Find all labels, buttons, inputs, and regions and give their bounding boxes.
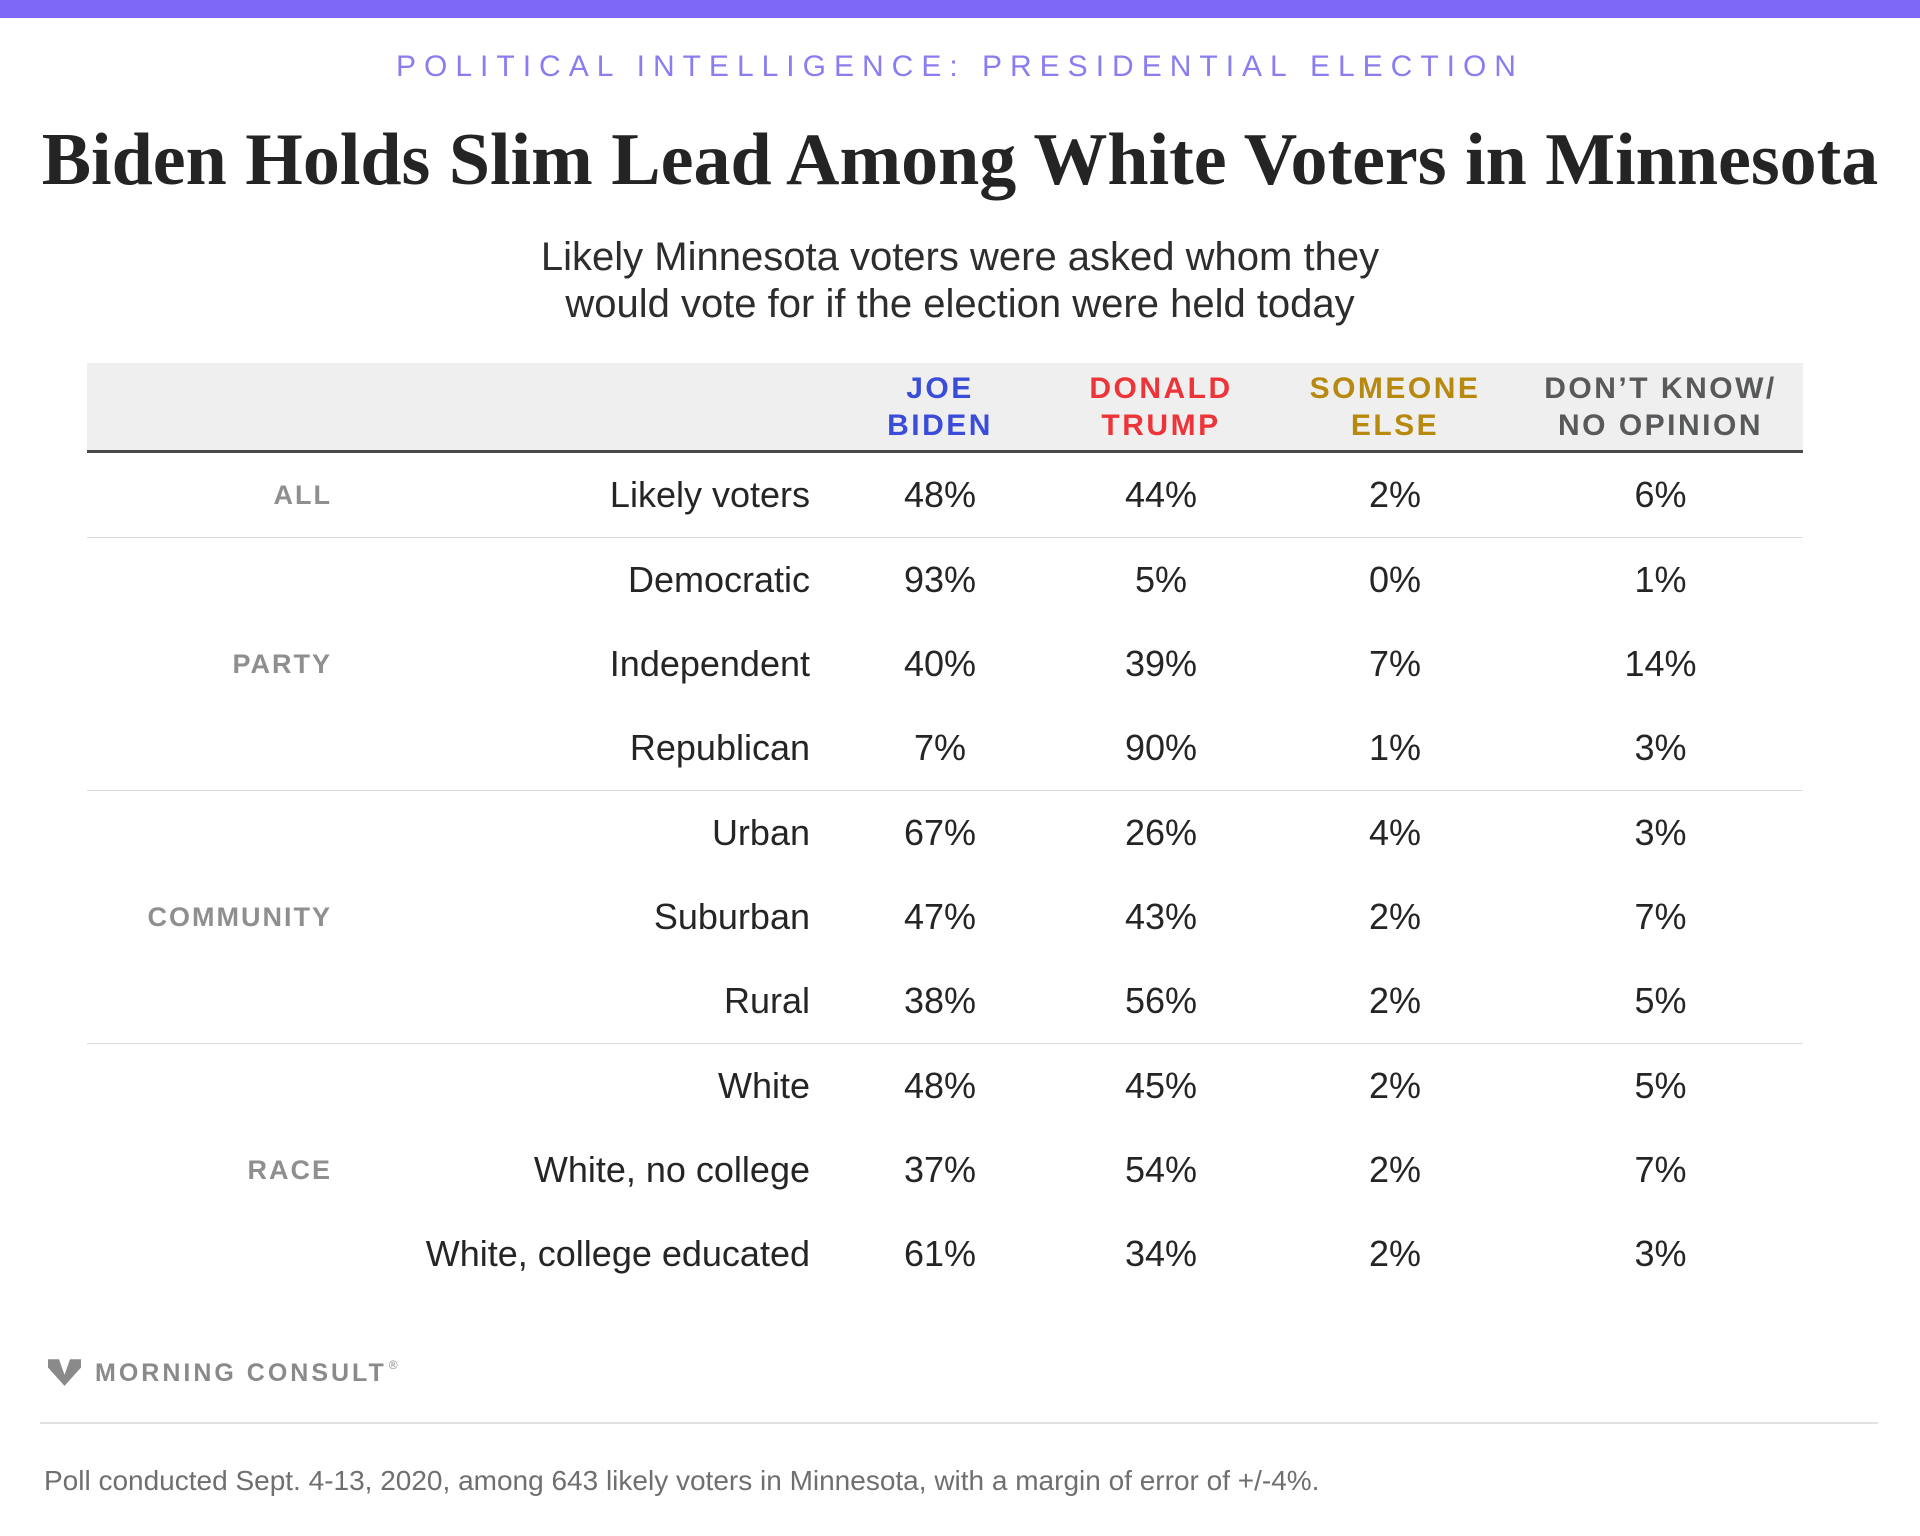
value-cell: 44%	[1124, 474, 1198, 515]
value-cell: 3%	[1634, 727, 1687, 768]
value-cell: 37%	[903, 1149, 977, 1190]
value-cell: 2%	[1368, 980, 1422, 1021]
column-header-line-2: TRUMP	[1101, 408, 1221, 442]
value-cell: 7%	[1634, 896, 1687, 937]
column-header: DON’T KNOW/NO OPINION	[1518, 370, 1803, 444]
row-label: Independent	[609, 643, 810, 684]
morning-consult-wordmark: MORNING CONSULT	[95, 1358, 387, 1387]
value-cell: 61%	[903, 1233, 977, 1274]
subtitle-line-2: would vote for if the election were held…	[565, 282, 1355, 326]
group-label: COMMUNITY	[147, 901, 332, 932]
table-section: PARTY Democratic 93% 5% 0% 1% Independent 40% 39…	[87, 537, 1803, 790]
kicker: POLITICAL INTELLIGENCE: PRESIDENTIAL ELE…	[396, 50, 1524, 83]
column-header-line-1: JOE	[906, 371, 974, 405]
value-cell: 67%	[903, 812, 977, 853]
value-cell: 7%	[1368, 643, 1422, 684]
morning-consult-logo: MORNING CONSULT ®	[48, 1358, 1920, 1388]
value-cell: 40%	[903, 643, 977, 684]
footnote: Poll conducted Sept. 4-13, 2020, among 6…	[44, 1465, 1320, 1496]
value-cell: 2%	[1368, 474, 1422, 515]
row-label: Democratic	[627, 559, 810, 600]
column-header: DONALD TRUMP	[1050, 370, 1272, 444]
row-label: Rural	[723, 980, 810, 1021]
table-section: COMMUNITY Urban 67% 26% 4% 3% Suburban 47% 43% 2%…	[87, 790, 1803, 1043]
poll-table: JOE BIDEN DONALD TRUMP SOMEONE ELSE DON’T KNOW…	[87, 363, 1803, 1296]
value-cell: 34%	[1124, 1233, 1198, 1274]
row-label: Republican	[629, 727, 810, 768]
row-label: White	[717, 1065, 810, 1106]
table-section: RACE White 48% 45% 2% 5% White, no college 37% 5…	[87, 1043, 1803, 1296]
brand-accent-bar	[0, 0, 1920, 18]
value-cell: 39%	[1124, 643, 1198, 684]
value-cell: 5%	[1634, 1065, 1687, 1106]
column-header: JOE BIDEN	[830, 370, 1050, 444]
value-cell: 2%	[1368, 1233, 1422, 1274]
table-header: JOE BIDEN DONALD TRUMP SOMEONE ELSE DON’T KNOW…	[87, 363, 1803, 453]
value-cell: 6%	[1634, 474, 1687, 515]
value-cell: 45%	[1124, 1065, 1198, 1106]
value-cell: 1%	[1368, 727, 1422, 768]
subtitle-line-1: Likely Minnesota voters were asked whom …	[540, 235, 1380, 279]
registered-trademark-icon: ®	[388, 1358, 398, 1372]
value-cell: 38%	[903, 980, 977, 1021]
column-header-line-2: ELSE	[1350, 408, 1440, 442]
column-header-line-2: NO OPINION	[1557, 408, 1763, 442]
value-cell: 5%	[1634, 980, 1687, 1021]
value-cell: 26%	[1124, 812, 1198, 853]
row-label: White, no college	[533, 1149, 810, 1190]
value-cell: 93%	[903, 559, 977, 600]
value-cell: 2%	[1368, 1065, 1422, 1106]
row-label: Likely voters	[609, 474, 810, 515]
column-header: SOMEONE ELSE	[1272, 370, 1518, 444]
value-cell: 3%	[1634, 1233, 1687, 1274]
value-cell: 54%	[1124, 1149, 1198, 1190]
value-cell: 7%	[1634, 1149, 1687, 1190]
group-label: PARTY	[232, 648, 332, 679]
subtitle: Likely Minnesota voters were asked whom …	[0, 234, 1920, 328]
value-cell: 90%	[1124, 727, 1198, 768]
column-header-line-1: SOMEONE	[1309, 371, 1481, 405]
table-section: ALL Likely voters 48% 44% 2% 6%	[87, 453, 1803, 537]
value-cell: 5%	[1134, 559, 1188, 600]
column-header-line-1: DONALD	[1089, 371, 1233, 405]
row-label: Suburban	[653, 896, 810, 937]
value-cell: 2%	[1368, 1149, 1422, 1190]
column-header-line-1: DON’T KNOW/	[1544, 371, 1777, 405]
value-cell: 2%	[1368, 896, 1422, 937]
group-label: RACE	[247, 1154, 332, 1185]
value-cell: 48%	[903, 474, 977, 515]
value-cell: 14%	[1624, 643, 1697, 684]
value-cell: 1%	[1634, 559, 1687, 600]
morning-consult-m-icon	[48, 1359, 81, 1386]
value-cell: 47%	[903, 896, 977, 937]
column-header-line-2: BIDEN	[887, 408, 993, 442]
page-title: Biden Holds Slim Lead Among White Voters…	[41, 119, 1879, 201]
value-cell: 3%	[1634, 812, 1687, 853]
value-cell: 7%	[913, 727, 967, 768]
group-label: ALL	[273, 479, 332, 510]
value-cell: 0%	[1368, 559, 1422, 600]
value-cell: 4%	[1368, 812, 1422, 853]
table-body: ALL Likely voters 48% 44% 2% 6% PARTY Democrati…	[87, 453, 1803, 1296]
value-cell: 48%	[903, 1065, 977, 1106]
value-cell: 43%	[1124, 896, 1198, 937]
row-label: White, college educated	[425, 1233, 810, 1274]
value-cell: 56%	[1124, 980, 1198, 1021]
row-label: Urban	[711, 812, 810, 853]
footnote-divider	[40, 1422, 1878, 1424]
